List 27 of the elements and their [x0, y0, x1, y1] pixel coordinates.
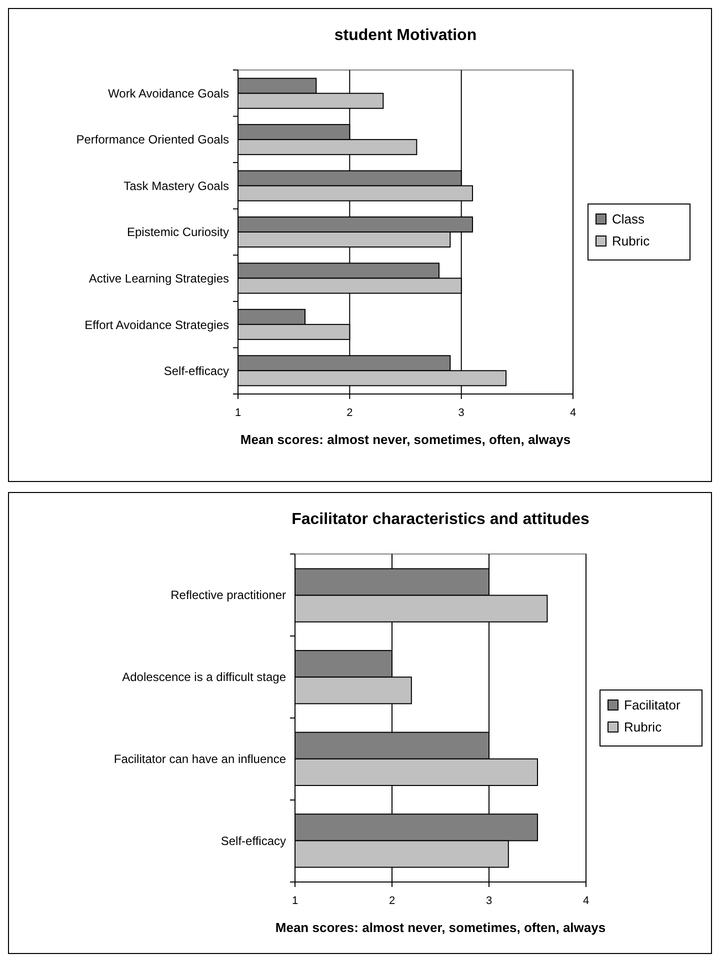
x-tick-label: 4 — [582, 895, 590, 907]
y-tick-label: Self-efficacy — [220, 834, 286, 848]
y-tick-label: Adolescence is a difficult stage — [122, 670, 286, 684]
chart-title: Facilitator characteristics and attitudes — [292, 511, 590, 528]
y-tick-label: Epistemic Curiosity — [126, 225, 229, 240]
y-tick-label: Work Avoidance Goals — [108, 86, 229, 100]
legend-label: Rubric — [624, 720, 662, 735]
x-axis-title: Mean scores: almost never, sometimes, often, always — [275, 920, 606, 935]
y-tick-label: Task Mastery Goals — [124, 178, 229, 193]
x-tick-label: 1 — [234, 407, 242, 419]
x-axis-title: Mean scores: almost never, sometimes, often, always — [240, 432, 571, 447]
x-tick-label: 4 — [570, 407, 576, 419]
legend-label: Rubric — [612, 234, 650, 249]
legend-label: Class — [612, 212, 646, 227]
y-tick-label: Reflective practitioner — [170, 588, 286, 602]
x-tick-label: 3 — [486, 895, 492, 907]
x-tick-label: 3 — [458, 407, 464, 419]
x-tick-label: 1 — [292, 895, 298, 907]
y-tick-label: Effort Avoidance Strategies — [84, 318, 229, 332]
chart-title: student Motivation — [334, 27, 477, 44]
y-tick-label: Self-efficacy — [164, 364, 229, 378]
y-tick-label: Active Learning Strategies — [88, 271, 229, 286]
x-tick-label: 2 — [388, 895, 396, 907]
y-tick-label: Performance Oriented Goals — [76, 132, 229, 147]
x-tick-label: 2 — [346, 407, 353, 419]
y-tick-label: Facilitator can have an influence — [114, 752, 286, 766]
legend-label: Facilitator — [624, 698, 682, 713]
